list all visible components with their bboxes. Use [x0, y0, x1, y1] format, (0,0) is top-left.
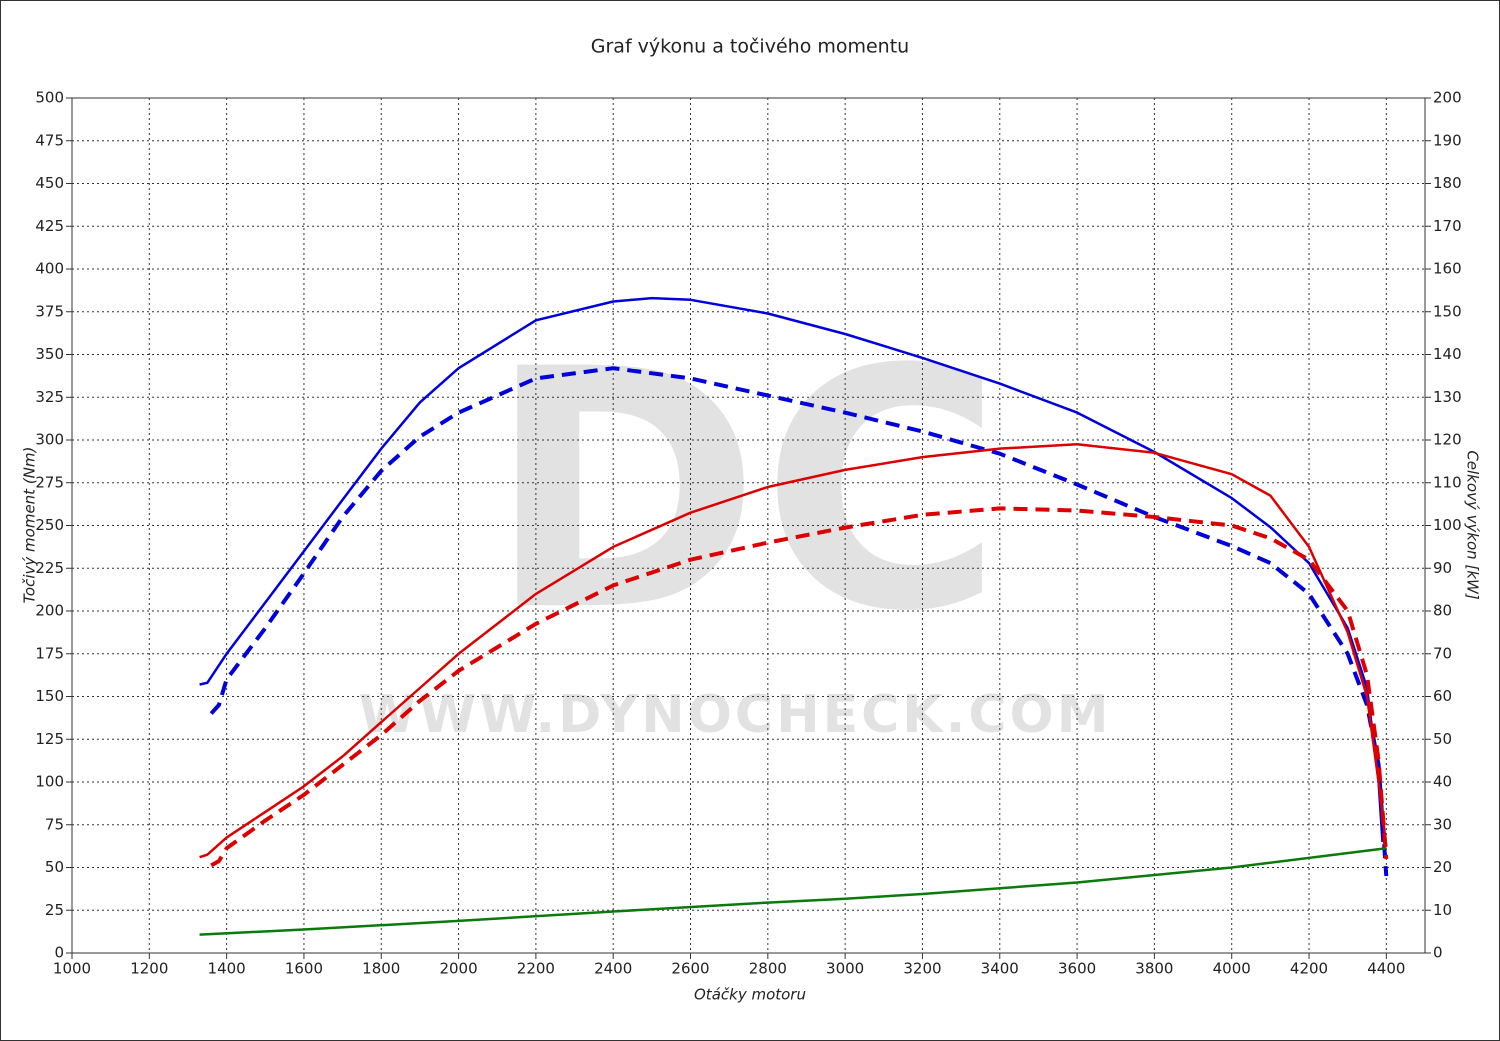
x-tick-label: 4000	[1213, 960, 1251, 978]
series-line	[199, 847, 1387, 936]
y-tick-label: 125	[35, 730, 64, 748]
x-tick-label: 1800	[362, 960, 400, 978]
x-tick-label: 1000	[53, 960, 91, 978]
y-tick-label: 175	[35, 644, 64, 662]
y2-tick-label: 50	[1433, 730, 1452, 748]
y-tick-label: 75	[45, 815, 64, 833]
x-tick-label: 2200	[517, 960, 555, 978]
y2-tick-label: 200	[1433, 89, 1462, 107]
y-tick-label: 0	[54, 944, 64, 962]
x-tick-label: 1400	[208, 960, 246, 978]
y2-tick-label: 20	[1433, 858, 1452, 876]
y-tick-label: 100	[35, 773, 64, 791]
watermark: DC WWW.DYNOCHECK.COM	[359, 299, 1112, 745]
y2-tick-label: 160	[1433, 260, 1462, 278]
y-tick-label: 275	[35, 473, 64, 491]
x-tick-label: 3800	[1135, 960, 1173, 978]
y2-tick-label: 190	[1433, 131, 1462, 149]
x-tick-label: 3000	[826, 960, 864, 978]
y2-tick-label: 90	[1433, 559, 1452, 577]
x-tick-label: 3200	[903, 960, 941, 978]
series-line	[209, 366, 1389, 877]
y2-tick-label: 180	[1433, 174, 1462, 192]
y2-tick-label: 70	[1433, 644, 1452, 662]
y-tick-label: 300	[35, 431, 64, 449]
y-tick-label: 50	[45, 858, 64, 876]
y2-tick-label: 150	[1433, 302, 1462, 320]
y2-tick-label: 80	[1433, 602, 1452, 620]
y-tick-label: 25	[45, 901, 64, 919]
y-tick-label: 200	[35, 602, 64, 620]
y-tick-label: 400	[35, 260, 64, 278]
x-axis-label: Otáčky motoru	[694, 986, 806, 1004]
y2-tick-label: 100	[1433, 516, 1462, 534]
y2-tick-label: 40	[1433, 773, 1452, 791]
y2-tick-label: 170	[1433, 217, 1462, 235]
watermark-url: WWW.DYNOCHECK.COM	[359, 685, 1112, 745]
x-tick-label: 3600	[1058, 960, 1096, 978]
x-tick-label: 3400	[981, 960, 1019, 978]
y-tick-label: 350	[35, 345, 64, 363]
x-tick-label: 4200	[1290, 960, 1328, 978]
y2-tick-label: 140	[1433, 345, 1462, 363]
y-axis-label: Točivý moment (Nm)	[21, 447, 39, 604]
y2-tick-label: 30	[1433, 815, 1452, 833]
y-tick-label: 475	[35, 131, 64, 149]
y2-tick-label: 0	[1433, 944, 1443, 962]
y2-tick-label: 60	[1433, 687, 1452, 705]
x-tick-label: 2400	[594, 960, 632, 978]
watermark-logo: DC	[487, 299, 1003, 683]
series-line	[199, 443, 1388, 859]
x-tick-label: 2600	[671, 960, 709, 978]
y-tick-label: 375	[35, 302, 64, 320]
x-tick-label: 1600	[285, 960, 323, 978]
y-tick-label: 250	[35, 516, 64, 534]
y2-tick-label: 120	[1433, 431, 1462, 449]
x-tick-label: 2800	[749, 960, 787, 978]
y-tick-label: 450	[35, 174, 64, 192]
y-tick-label: 325	[35, 388, 64, 406]
plot-border	[71, 97, 1426, 954]
x-tick-label: 1200	[130, 960, 168, 978]
y-tick-label: 150	[35, 687, 64, 705]
y-tick-label: 500	[35, 89, 64, 107]
x-tick-label: 4400	[1367, 960, 1405, 978]
series-line	[210, 506, 1389, 868]
y2-axis-label: Celkový výkon [kW]	[1464, 450, 1482, 600]
y2-tick-label: 130	[1433, 388, 1462, 406]
y-tick-label: 425	[35, 217, 64, 235]
y2-tick-label: 10	[1433, 901, 1452, 919]
x-tick-label: 2000	[439, 960, 477, 978]
y2-tick-label: 110	[1433, 473, 1462, 491]
y-tick-label: 225	[35, 559, 64, 577]
chart-title: Graf výkonu a točivého momentu	[591, 36, 909, 58]
